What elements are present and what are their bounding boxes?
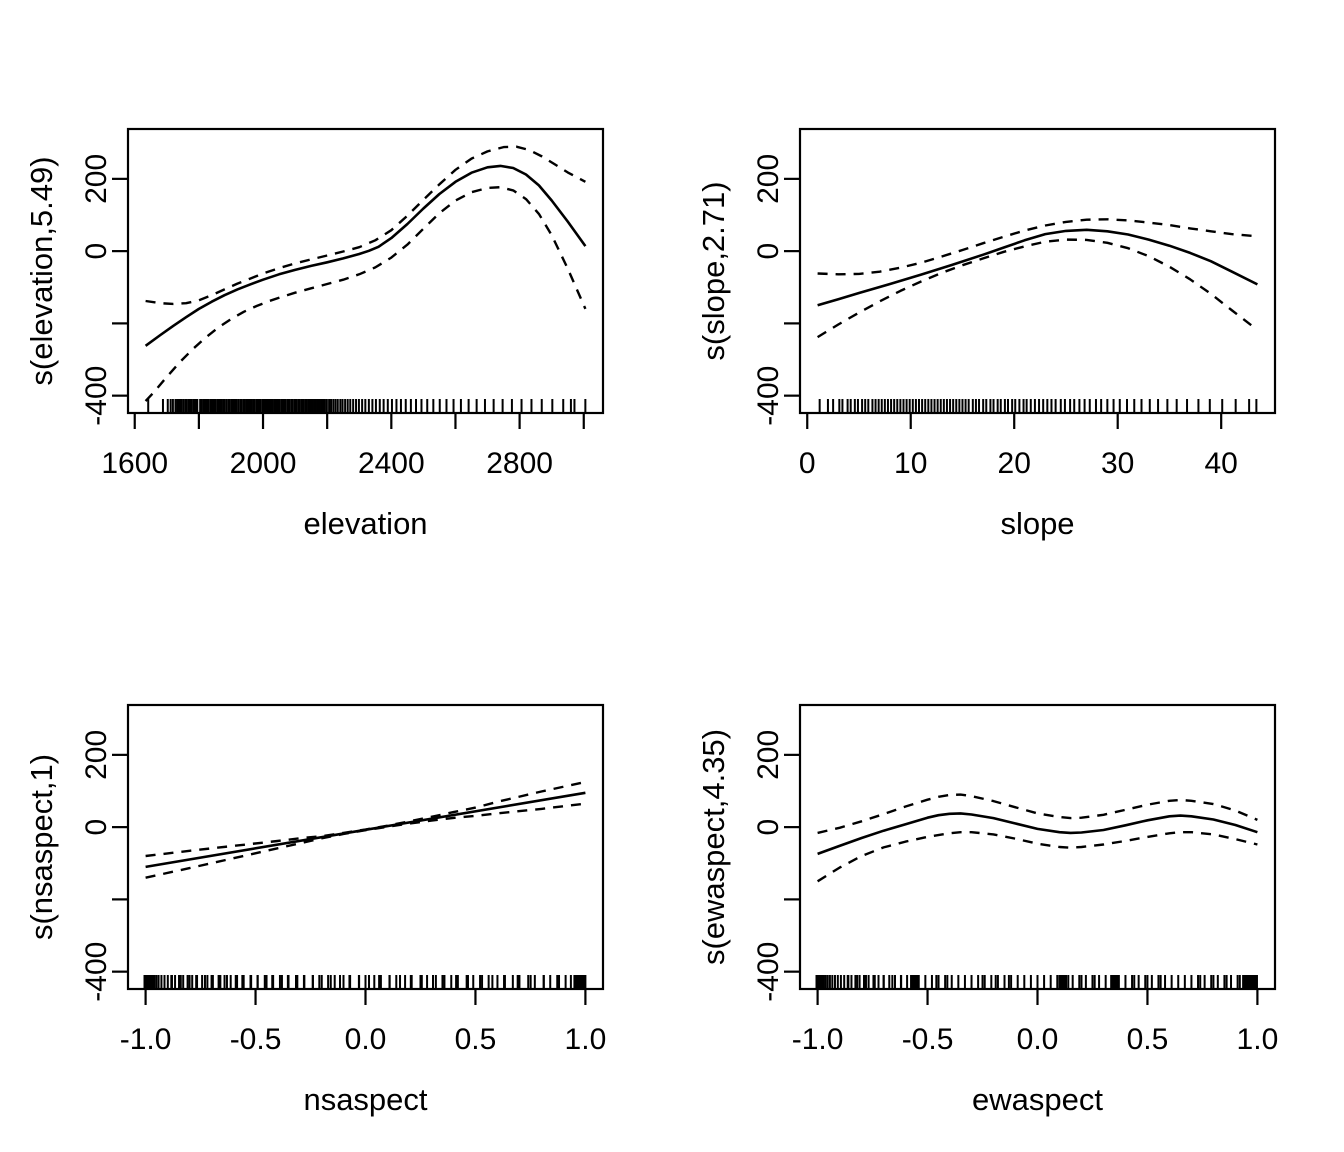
upper-ci-curve bbox=[145, 780, 586, 858]
plot-box bbox=[126, 127, 605, 415]
lower-ci-curve bbox=[816, 831, 1258, 883]
x-tick-label: -1.0 bbox=[792, 1023, 844, 1056]
y-tick-label: 200 bbox=[80, 154, 113, 204]
y-axis-title: s(nsaspect,1) bbox=[24, 754, 59, 940]
plot-box bbox=[798, 127, 1277, 415]
x-axis-title: ewaspect bbox=[972, 1082, 1103, 1117]
panel-slope: 0 10 20 30 40 200 0 -400 slope s(slope,2.71) bbox=[672, 0, 1344, 576]
x-tick-label: -1.0 bbox=[120, 1023, 172, 1056]
panel-elevation: 1600 2000 2400 28002000-400elevations(eleva… bbox=[0, 0, 672, 576]
y-tick-label: -400 bbox=[80, 942, 113, 1002]
upper-ci-curve bbox=[145, 145, 586, 306]
x-axis-title: slope bbox=[1000, 506, 1074, 541]
lower-ci-curve bbox=[816, 238, 1259, 339]
x-tick-label: 2800 bbox=[486, 447, 553, 480]
y-tick-label: -400 bbox=[80, 366, 113, 426]
y-tick-label: 200 bbox=[752, 154, 785, 204]
y-tick-label: -400 bbox=[752, 942, 785, 1002]
x-tick-label: 20 bbox=[998, 447, 1031, 480]
panel-ewaspect: -1.0 -0.5 0.0 0.5 1.0 200 0 -400 ewaspect s(ewasp… bbox=[672, 576, 1344, 1152]
x-tick-label: 2000 bbox=[230, 447, 297, 480]
x-tick-label: 1600 bbox=[101, 447, 168, 480]
x-tick-label: 2400 bbox=[358, 447, 425, 480]
x-tick-label: -0.5 bbox=[902, 1023, 954, 1056]
x-tick-label: 0.0 bbox=[345, 1023, 387, 1056]
y-tick-label: 0 bbox=[752, 243, 785, 260]
x-tick-label: 1.0 bbox=[1237, 1023, 1279, 1056]
y-axis-title: s(elevation,5.49) bbox=[24, 156, 59, 385]
y-tick-label: -400 bbox=[752, 366, 785, 426]
x-tick-label: 0.5 bbox=[1127, 1023, 1169, 1056]
y-tick-label: 0 bbox=[80, 243, 113, 260]
y-axis-title: s(slope,2.71) bbox=[696, 181, 731, 360]
panel-nsaspect: -1.0 -0.5 0.0 0.5 1.0 200 0 -400 nsaspect s(nsasp… bbox=[0, 576, 672, 1152]
y-tick-label: 200 bbox=[752, 730, 785, 780]
lower-ci-curve bbox=[145, 802, 586, 879]
x-tick-label: 30 bbox=[1101, 447, 1134, 480]
x-tick-label: 0.0 bbox=[1017, 1023, 1059, 1056]
upper-ci-curve bbox=[817, 218, 1258, 276]
smooth-fit-curve bbox=[144, 164, 587, 347]
plot-box bbox=[798, 703, 1277, 991]
y-tick-label: 0 bbox=[752, 819, 785, 836]
x-tick-label: 10 bbox=[894, 447, 927, 480]
x-tick-label: 40 bbox=[1204, 447, 1237, 480]
x-axis-title: nsaspect bbox=[303, 1082, 427, 1117]
y-axis-title: s(ewaspect,4.35) bbox=[696, 729, 731, 965]
x-tick-label: 1.0 bbox=[565, 1023, 607, 1056]
x-axis-title: elevation bbox=[303, 506, 427, 541]
y-tick-label: 0 bbox=[80, 819, 113, 836]
x-tick-label: 0 bbox=[799, 447, 816, 480]
upper-ci-curve bbox=[817, 793, 1258, 835]
smooth-fit-curve bbox=[817, 228, 1258, 307]
x-tick-label: -0.5 bbox=[230, 1023, 282, 1056]
smooth-fit-curve bbox=[817, 812, 1258, 856]
lower-ci-curve bbox=[144, 186, 587, 402]
y-tick-label: 200 bbox=[80, 730, 113, 780]
plot-box bbox=[126, 703, 605, 991]
x-tick-label: 0.5 bbox=[455, 1023, 497, 1056]
